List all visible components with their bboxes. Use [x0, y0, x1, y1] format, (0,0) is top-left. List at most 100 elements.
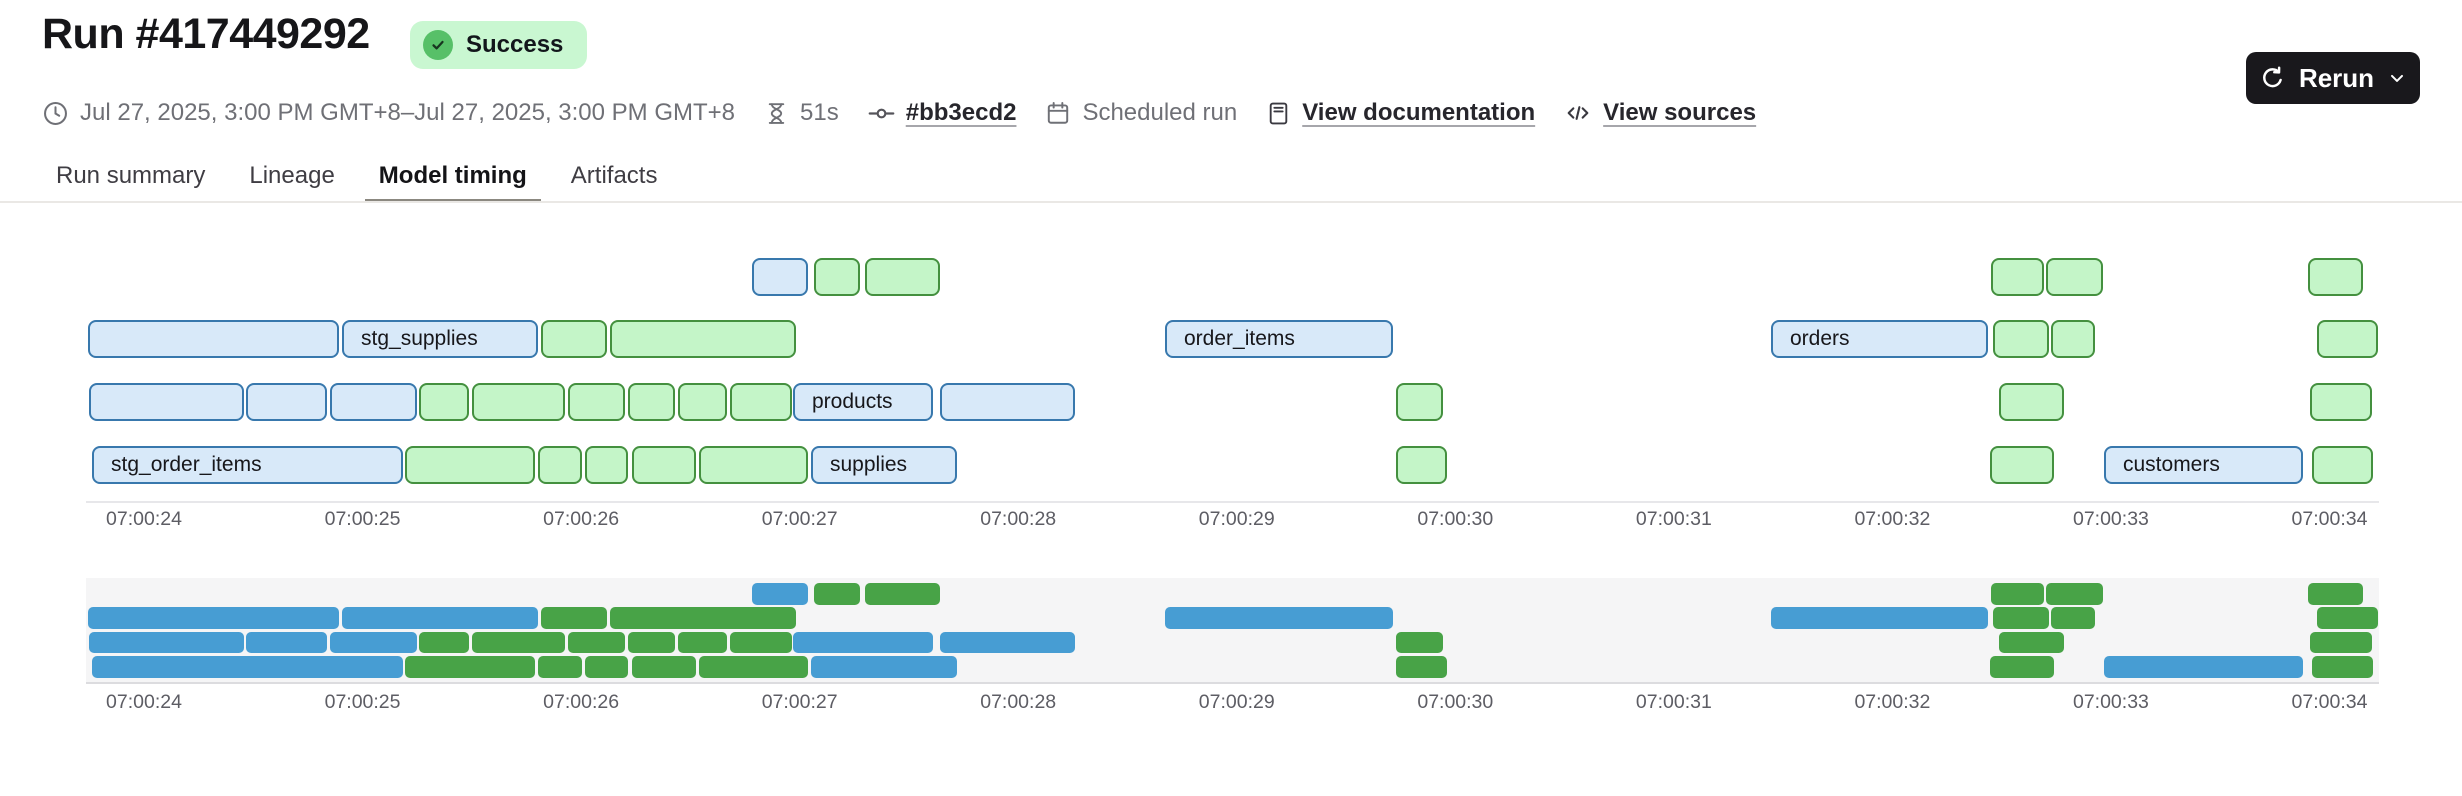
gantt-bar-supplies[interactable]: supplies: [811, 446, 957, 484]
chevron-down-icon[interactable]: [2387, 68, 2407, 88]
code-icon: [1564, 99, 1592, 127]
gantt-bar[interactable]: [568, 383, 625, 421]
gantt-bar[interactable]: [1396, 446, 1447, 484]
gantt-bar[interactable]: [2310, 383, 2372, 421]
minimap-bar: [541, 607, 607, 629]
view-documentation-link[interactable]: View documentation: [1302, 99, 1536, 126]
main-axis-tick: 07:00:27: [761, 508, 838, 530]
success-check-icon: [423, 30, 453, 60]
gantt-bar[interactable]: [628, 383, 675, 421]
minimap-bar-stg_supplies: [342, 607, 538, 629]
gantt-bar[interactable]: [1396, 383, 1443, 421]
minimap-bar: [88, 607, 339, 629]
commit-link[interactable]: #bb3ecd2: [905, 99, 1017, 126]
minimap-bar-order_items: [1165, 607, 1393, 629]
minimap-bar: [2051, 607, 2095, 629]
minimap-bar: [632, 656, 696, 678]
minimap-bar: [752, 583, 808, 605]
gantt-bar[interactable]: [2051, 320, 2095, 358]
minimap-bar: [2308, 583, 2363, 605]
minimap-bar-orders: [1771, 607, 1988, 629]
gantt-bar-orders[interactable]: orders: [1771, 320, 1988, 358]
gantt-bar[interactable]: [2312, 446, 2373, 484]
gantt-bar[interactable]: [585, 446, 628, 484]
minimap-axis-tick: 07:00:26: [543, 691, 620, 713]
gantt-bar[interactable]: [88, 320, 339, 358]
gantt-bar[interactable]: [1993, 320, 2049, 358]
minimap-bar: [1999, 631, 2064, 653]
minimap-bar: [1993, 607, 2049, 629]
minimap-bar: [814, 583, 860, 605]
gantt-bar-stg_supplies[interactable]: stg_supplies: [342, 320, 538, 358]
meta-commit: #bb3ecd2: [868, 99, 1017, 127]
gantt-bar[interactable]: [246, 383, 327, 421]
gantt-bar[interactable]: [1991, 258, 2044, 296]
gantt-bar[interactable]: [1999, 383, 2064, 421]
minimap-bar: [2310, 631, 2372, 653]
main-axis-tick: 07:00:32: [1854, 508, 1931, 530]
commit-icon: [868, 100, 895, 127]
minimap-axis-tick: 07:00:28: [980, 691, 1057, 713]
meta-duration: 51s: [764, 99, 839, 127]
gantt-bar[interactable]: [330, 383, 417, 421]
gantt-bar[interactable]: [405, 446, 535, 484]
minimap-bar: [568, 631, 625, 653]
minimap-axis-tick: 07:00:33: [2072, 691, 2149, 713]
minimap-bar: [699, 656, 808, 678]
main-axis-tick: 07:00:33: [2072, 508, 2149, 530]
gantt-bar[interactable]: [632, 446, 696, 484]
gantt-bar[interactable]: [610, 320, 796, 358]
hourglass-icon: [764, 101, 789, 126]
gantt-bar-order_items[interactable]: order_items: [1165, 320, 1393, 358]
minimap-bar: [730, 631, 792, 653]
minimap-bar: [419, 631, 469, 653]
minimap-axis-tick: 07:00:30: [1417, 691, 1494, 713]
minimap-axis-tick: 07:00:27: [761, 691, 838, 713]
refresh-icon: [2259, 65, 2286, 92]
main-axis-tick: 07:00:25: [324, 508, 401, 530]
gantt-bar[interactable]: [89, 383, 244, 421]
gantt-bar[interactable]: [419, 383, 469, 421]
gantt-bar[interactable]: [538, 446, 582, 484]
meta-date-range: Jul 27, 2025, 3:00 PM GMT+8–Jul 27, 2025…: [42, 99, 735, 127]
minimap-bar: [2317, 607, 2378, 629]
minimap-bar: [2312, 656, 2373, 678]
tab-run-summary[interactable]: Run summary: [56, 162, 206, 189]
main-axis-line: [86, 501, 2379, 503]
gantt-bar-products[interactable]: products: [793, 383, 933, 421]
document-icon: [1266, 101, 1291, 126]
gantt-bar[interactable]: [699, 446, 808, 484]
main-axis-tick: 07:00:34: [2291, 508, 2368, 530]
gantt-bar[interactable]: [2317, 320, 2378, 358]
meta-docs: View documentation: [1266, 99, 1535, 127]
minimap-bar: [538, 656, 582, 678]
gantt-bar[interactable]: [752, 258, 808, 296]
gantt-bar[interactable]: [814, 258, 860, 296]
minimap-axis-tick: 07:00:25: [324, 691, 401, 713]
gantt-bar-stg_order_items[interactable]: stg_order_items: [92, 446, 403, 484]
view-sources-link[interactable]: View sources: [1603, 99, 1757, 126]
status-badge: Success: [410, 21, 588, 69]
gantt-bar[interactable]: [940, 383, 1075, 421]
minimap-axis-tick: 07:00:34: [2291, 691, 2368, 713]
gantt-bar[interactable]: [1990, 446, 2054, 484]
minimap-bar-products: [793, 631, 933, 653]
gantt-bar[interactable]: [730, 383, 792, 421]
gantt-bar[interactable]: [2308, 258, 2363, 296]
clock-icon: [42, 100, 69, 127]
minimap-bar: [585, 656, 628, 678]
minimap-bar-supplies: [811, 656, 957, 678]
gantt-bar[interactable]: [472, 383, 565, 421]
minimap-bar: [1396, 656, 1447, 678]
gantt-bar-customers[interactable]: customers: [2104, 446, 2303, 484]
tab-model-timing[interactable]: Model timing: [364, 151, 541, 203]
calendar-icon: [1045, 100, 1071, 126]
gantt-bar[interactable]: [865, 258, 940, 296]
rerun-button[interactable]: Rerun: [2246, 52, 2420, 104]
gantt-bar[interactable]: [2046, 258, 2103, 296]
tab-lineage[interactable]: Lineage: [249, 162, 335, 189]
gantt-bar[interactable]: [541, 320, 607, 358]
tabs-divider: [0, 201, 2462, 203]
gantt-bar[interactable]: [678, 383, 727, 421]
tab-artifacts[interactable]: Artifacts: [570, 162, 658, 189]
